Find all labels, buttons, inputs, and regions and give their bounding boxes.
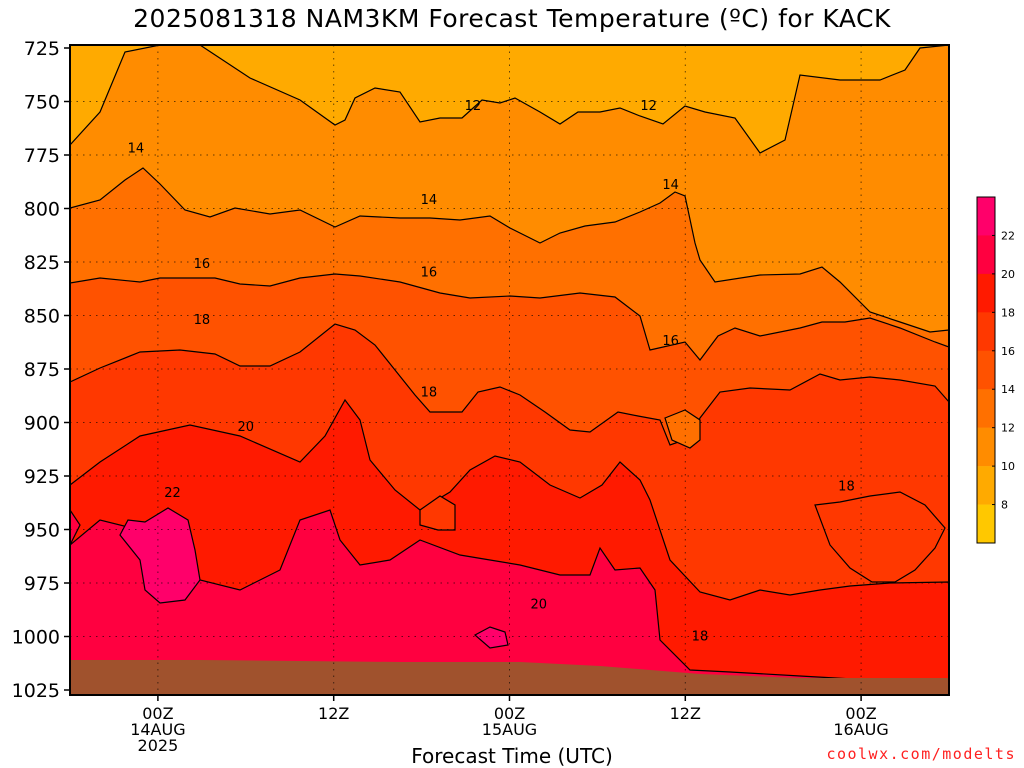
grid-lines: [70, 45, 949, 695]
colorbar-frame: [976, 196, 996, 544]
colorbar-swatch: [977, 273, 995, 313]
y-tick-label: 800: [24, 199, 60, 221]
contour-label: 18: [838, 480, 855, 495]
y-tick-label: 975: [24, 573, 60, 595]
contour-label: 20: [238, 420, 255, 435]
contour-label: 14: [421, 193, 438, 208]
x-tick-label: 00Z: [494, 704, 525, 723]
y-tick-label: 825: [24, 252, 60, 274]
contour-label: 22: [164, 486, 181, 501]
y-tick-label: 725: [24, 38, 60, 60]
contour-label: 16: [194, 257, 211, 272]
chart-title: 2025081318 NAM3KM Forecast Temperature (…: [133, 4, 891, 33]
contour-label: 18: [692, 630, 709, 645]
colorbar-label: 18: [1001, 306, 1015, 319]
x-tick-label: 16AUG: [833, 720, 888, 739]
colorbar-swatch: [977, 350, 995, 390]
colorbar-swatch: [977, 389, 995, 428]
y-tick-label: 950: [24, 520, 60, 542]
contour-label: 20: [531, 597, 548, 612]
y-tick-label: 1025: [12, 680, 60, 702]
contour-label: 16: [662, 334, 679, 349]
x-tick-label: 14AUG: [130, 720, 185, 739]
colorbar-swatch: [977, 504, 995, 544]
core-22-small: [473, 626, 509, 649]
y-tick-label: 775: [24, 145, 60, 167]
colorbar-label: 16: [1001, 345, 1015, 358]
x-tick-label: 12Z: [670, 704, 701, 723]
contour-label: 12: [640, 99, 657, 114]
contour-label: 16: [421, 266, 438, 281]
x-tick-label: 00Z: [845, 704, 876, 723]
contour-label: 12: [465, 99, 482, 114]
contour-labels: 12 12 14 14 14 16 16 16 18 18 18 18 20 20 22: [128, 99, 855, 645]
contour-label: 14: [128, 142, 145, 157]
site-credit[interactable]: coolwx.com/modelts: [826, 745, 1016, 763]
colorbar-label: 14: [1001, 383, 1015, 396]
colorbar: 8 10 12 14 16 18 20 22: [976, 196, 1015, 544]
core-22-left: [119, 507, 201, 604]
y-tick-label: 1000: [12, 627, 60, 649]
colorbar-label: 8: [1001, 499, 1008, 512]
terrain: [70, 660, 949, 695]
colorbar-label: 10: [1001, 460, 1015, 473]
colorbar-label: 22: [1001, 229, 1015, 242]
y-tick-label: 925: [24, 466, 60, 488]
colorbar-label: 12: [1001, 422, 1015, 435]
colorbar-swatch: [977, 312, 995, 352]
colorbar-label: 20: [1001, 268, 1015, 281]
contour-label: 14: [662, 178, 679, 193]
core-18-mid: [419, 495, 456, 531]
y-axis: 725 750 775 800 825 850 875 900 925 950 975 1000 102…: [12, 38, 70, 702]
y-tick-label: 875: [24, 359, 60, 381]
x-axis-label: Forecast Time (UTC): [411, 744, 613, 768]
contour-label: 18: [194, 313, 211, 328]
x-tick-label: 12Z: [318, 704, 349, 723]
y-tick-label: 850: [24, 306, 60, 328]
y-tick-label: 750: [24, 92, 60, 114]
contour-label: 18: [421, 386, 438, 401]
colorbar-swatch: [977, 235, 995, 275]
colorbar-swatch: [977, 197, 995, 236]
x-tick-label: 2025: [138, 736, 179, 755]
y-tick-label: 900: [24, 413, 60, 435]
colorbar-swatch: [977, 466, 995, 505]
x-tick-label: 00Z: [142, 704, 173, 723]
core-18-right: [814, 491, 946, 583]
colorbar-swatch: [977, 427, 995, 467]
x-tick-label: 15AUG: [482, 720, 537, 739]
